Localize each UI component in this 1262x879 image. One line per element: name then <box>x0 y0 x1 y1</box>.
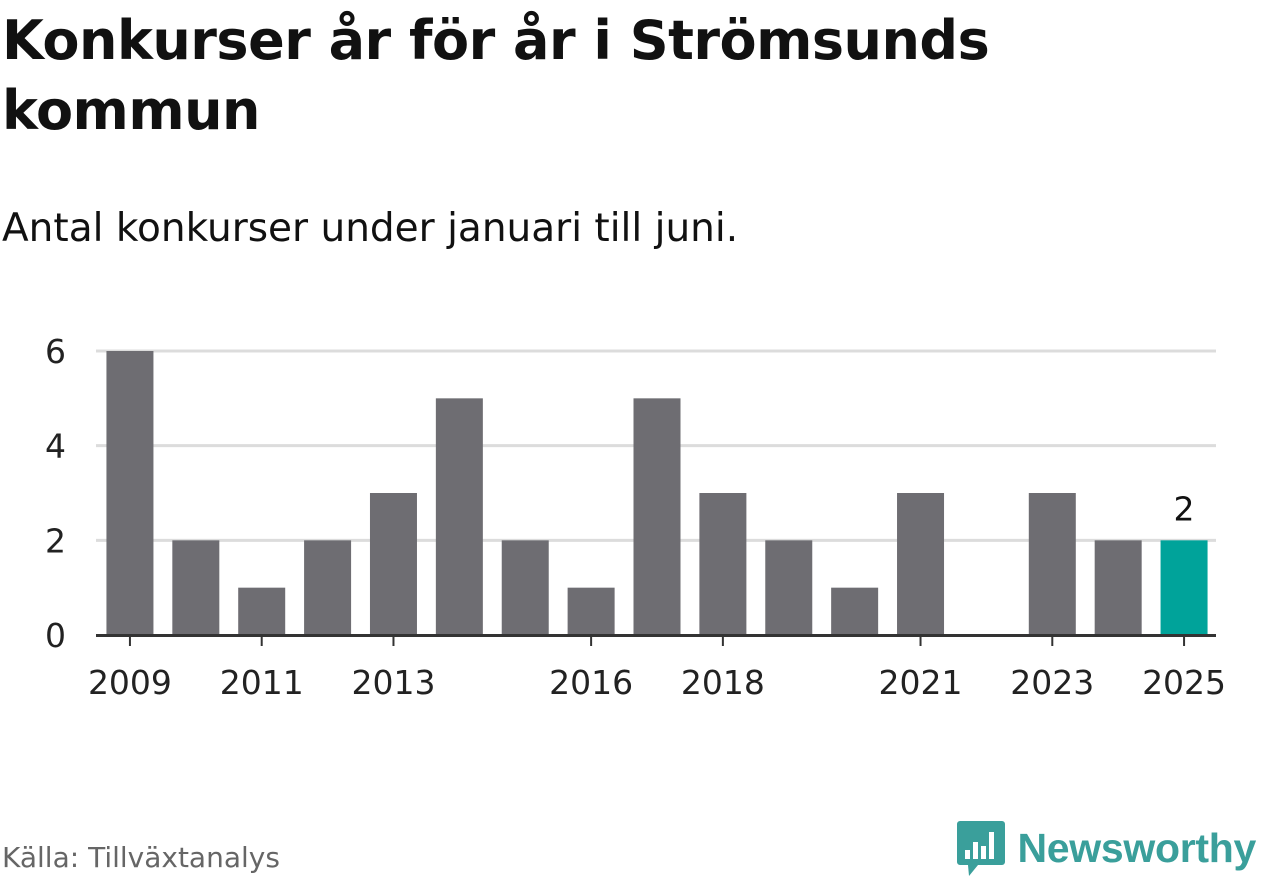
data-label-2025: 2 <box>1174 489 1195 528</box>
brand-name: Newsworthy <box>1017 824 1257 871</box>
x-tick-label-2025: 2025 <box>1142 663 1226 702</box>
bar-2012 <box>304 540 352 635</box>
x-tick-label-2009: 2009 <box>88 663 172 702</box>
bar-2016 <box>567 587 615 635</box>
bar-2025 <box>1160 540 1208 635</box>
bar-2021 <box>897 493 945 635</box>
bar-2024 <box>1094 540 1142 635</box>
chart-title: Konkurser år för år i Strömsunds kommun <box>2 9 990 142</box>
bar-2017 <box>633 398 681 635</box>
bar-2011 <box>238 587 286 635</box>
y-tick-label-0: 0 <box>45 616 66 655</box>
bar-2019 <box>765 540 813 635</box>
bar-2009 <box>106 351 154 635</box>
y-tick-label-6: 6 <box>45 332 66 371</box>
x-tick-label-2013: 2013 <box>351 663 435 702</box>
y-tick-label-4: 4 <box>45 427 66 466</box>
y-tick-label-2: 2 <box>45 521 66 560</box>
x-tick-label-2016: 2016 <box>549 663 633 702</box>
x-tick-label-2023: 2023 <box>1010 663 1094 702</box>
newsworthy-logo-icon <box>956 821 1005 876</box>
x-tick-label-2018: 2018 <box>681 663 765 702</box>
chart-subtitle: Antal konkurser under januari till juni. <box>2 206 739 251</box>
x-tick-label-2021: 2021 <box>879 663 963 702</box>
bar-2010 <box>172 540 220 635</box>
bar-2013 <box>369 493 417 635</box>
source-note: Källa: Tillväxtanalys <box>2 841 280 874</box>
bar-2018 <box>699 493 747 635</box>
newsworthy-brand: Newsworthy <box>956 818 1257 878</box>
bar-2023 <box>1028 493 1076 635</box>
bar-chart: 0 2 4 6 2 2009 2011 2013 2016 2018 2021 2023 2025 <box>45 332 1226 702</box>
bar-2015 <box>501 540 549 635</box>
bar-2020 <box>831 587 879 635</box>
x-tick-label-2011: 2011 <box>220 663 304 702</box>
bar-2014 <box>435 398 483 635</box>
